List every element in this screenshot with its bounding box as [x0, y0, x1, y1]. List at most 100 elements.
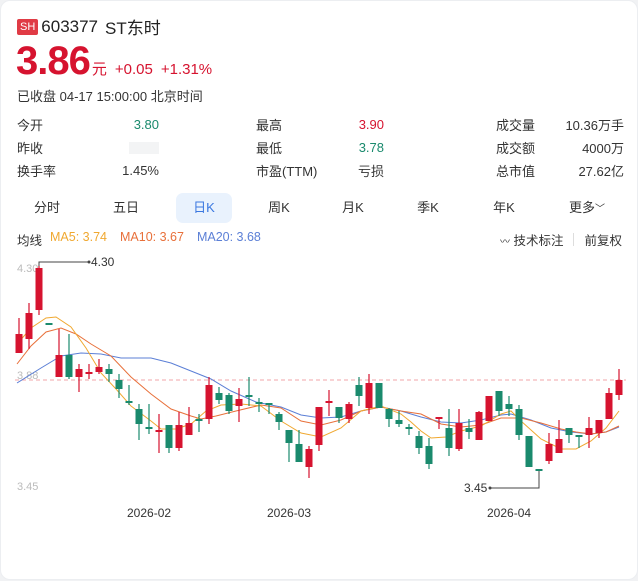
- max-marker-dot: [87, 260, 91, 264]
- candle-body: [95, 367, 103, 372]
- candle-body: [445, 428, 453, 448]
- candle-body: [75, 369, 83, 377]
- candle-body: [365, 383, 373, 408]
- volume-value: 10.36万手: [565, 118, 624, 133]
- x-label-feb: 2026-02: [127, 506, 171, 520]
- tab-quarterly-k[interactable]: 季K: [417, 200, 439, 215]
- candle-body: [225, 395, 233, 411]
- tab-weekly-k[interactable]: 周K: [268, 200, 290, 215]
- candle-body: [125, 401, 133, 403]
- candle-body: [455, 423, 463, 449]
- stat-label: 最高: [256, 118, 283, 133]
- candle-body: [295, 444, 303, 462]
- tab-yearly-k[interactable]: 年K: [493, 200, 515, 215]
- candle-body: [115, 380, 123, 389]
- candle-body: [555, 439, 563, 453]
- candle-body: [345, 404, 353, 419]
- tab-five-day[interactable]: 五日: [112, 200, 139, 215]
- ma20-value: MA20: 3.68: [196, 230, 261, 244]
- stat-label: 最低: [256, 141, 283, 156]
- candle-body: [85, 372, 93, 374]
- candle-body: [305, 449, 313, 467]
- candle-body: [265, 403, 273, 405]
- stat-label: 换手率: [17, 164, 57, 179]
- candle-body: [515, 409, 523, 435]
- candle-body: [505, 404, 513, 409]
- candle-body: [575, 435, 583, 437]
- min-marker-line: [491, 470, 540, 489]
- low-value: 3.78: [358, 140, 384, 155]
- stat-label: 总市值: [496, 164, 536, 179]
- open-value: 3.80: [133, 117, 159, 132]
- stock-name: ST东时: [105, 19, 161, 38]
- candles: [15, 266, 623, 478]
- amount-value: 4000万: [582, 141, 624, 156]
- candle-body: [375, 383, 383, 408]
- stats-col-3: 成交量 10.36万手 成交额 4000万 总市值 27.62亿: [496, 113, 624, 182]
- tab-more[interactable]: 更多﹀: [557, 193, 617, 223]
- stat-label: 今开: [17, 118, 44, 133]
- chevron-down-icon: ﹀: [595, 204, 605, 215]
- more-label: 更多: [568, 200, 595, 215]
- y-label-top: 4.30: [17, 263, 38, 275]
- chart-tools: 〰 技术标注 前复权: [500, 230, 622, 249]
- candle-body: [65, 355, 73, 377]
- price-change: +0.05: [114, 61, 153, 78]
- candle-body: [605, 393, 613, 419]
- divider: [573, 233, 575, 246]
- price-unit: 元: [91, 61, 107, 78]
- candle-body: [565, 428, 573, 435]
- ma5-value: MA5: 3.74: [50, 230, 107, 244]
- candle-body: [585, 428, 593, 435]
- candle-body: [395, 420, 403, 424]
- annotate-label: 技术标注: [513, 234, 564, 248]
- candle-body: [525, 436, 533, 467]
- stat-label: 昨收: [17, 141, 44, 156]
- tab-intraday[interactable]: 分时: [33, 200, 60, 215]
- candle-body: [535, 469, 543, 471]
- period-tabs: 分时 五日 日K 周K 月K 季K 年K 更多﹀: [1, 193, 638, 223]
- ma10-line: [16, 327, 620, 435]
- candle-body: [495, 391, 503, 411]
- candle-body: [255, 402, 263, 404]
- candle-body: [35, 268, 43, 310]
- stock-title: SH 603377 ST东时: [17, 14, 161, 39]
- market-status: 已收盘 04-17 15:00:00 北京时间: [17, 89, 203, 104]
- adjust-select[interactable]: 前复权: [584, 234, 622, 248]
- candle-body: [355, 385, 363, 396]
- tab-monthly-k[interactable]: 月K: [342, 200, 364, 215]
- y-label-bottom: 3.45: [17, 481, 38, 493]
- stats-col-1: 今开 3.80 昨收 换手率 1.45%: [17, 113, 159, 182]
- stat-label: 市盈(TTM): [256, 164, 318, 179]
- candle-body: [465, 428, 473, 432]
- candle-body: [15, 334, 23, 353]
- candle-body: [205, 385, 213, 419]
- candle-body: [425, 446, 433, 464]
- stats-col-2: 最高 3.90 最低 3.78 市盈(TTM) 亏损: [256, 113, 384, 182]
- candle-body: [155, 430, 163, 432]
- min-marker-dot: [488, 486, 492, 490]
- candle-body: [385, 409, 393, 419]
- stat-label: 成交额: [496, 141, 536, 156]
- candle-body: [145, 427, 153, 429]
- price-row: 3.86 元 +0.05 +1.31%: [16, 39, 212, 84]
- candle-body: [55, 355, 63, 377]
- annotate-toggle[interactable]: 〰 技术标注: [500, 230, 564, 249]
- candle-body: [315, 407, 323, 445]
- min-marker-label: 3.45: [464, 481, 488, 495]
- exchange-badge: SH: [17, 18, 39, 35]
- turnover-value: 1.45%: [122, 163, 159, 178]
- candle-body: [325, 401, 333, 403]
- tab-daily-k[interactable]: 日K: [176, 193, 232, 223]
- ma-label: 均线: [17, 234, 43, 248]
- ma-legend: 均线 MA5: 3.74 MA10: 3.67 MA20: 3.68: [17, 230, 261, 249]
- candle-body: [235, 399, 243, 406]
- market-cap-value: 27.62亿: [578, 164, 624, 179]
- candle-body: [615, 380, 623, 395]
- max-marker-label: 4.30: [91, 255, 115, 269]
- candle-body: [45, 323, 53, 325]
- price-change-pct: +1.31%: [160, 61, 213, 78]
- candle-body: [135, 409, 143, 424]
- candle-body: [25, 313, 33, 339]
